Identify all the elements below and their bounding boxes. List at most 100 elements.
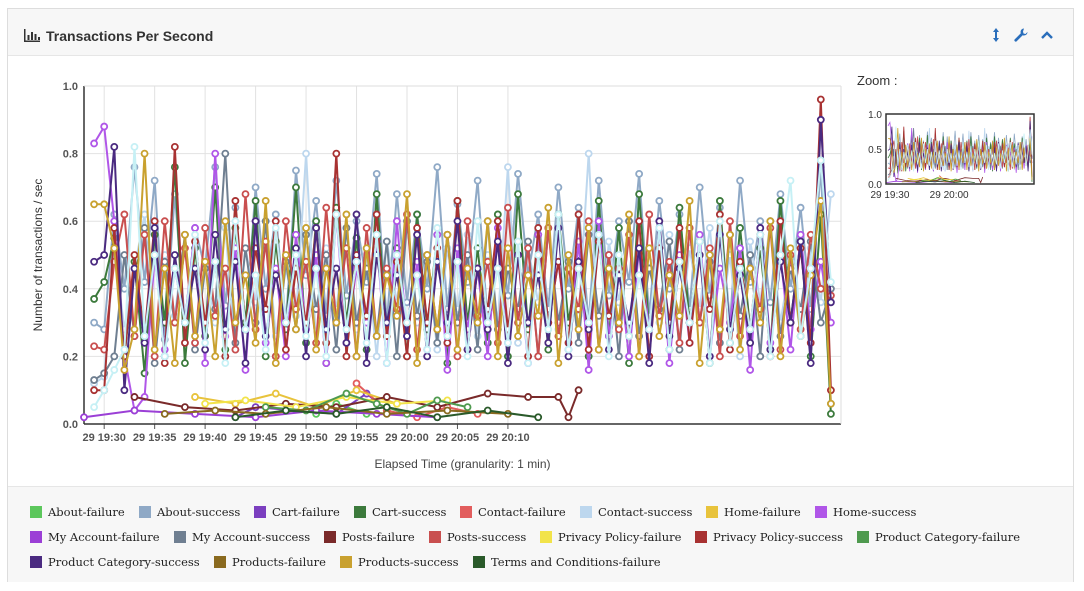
data-point[interactable] (241, 325, 250, 334)
legend-item[interactable]: Contact-success (580, 505, 692, 519)
data-point[interactable] (251, 217, 260, 226)
data-point[interactable] (544, 325, 553, 334)
data-point[interactable] (665, 345, 674, 354)
data-point[interactable] (604, 251, 613, 259)
data-point[interactable] (756, 217, 765, 226)
data-point[interactable] (251, 197, 260, 205)
data-point[interactable] (110, 352, 119, 361)
legend-item[interactable]: Posts-success (429, 530, 526, 544)
legend-item[interactable]: About-failure (30, 505, 125, 519)
legend-item[interactable]: Products-success (340, 555, 459, 569)
data-point[interactable] (241, 359, 250, 368)
data-point[interactable] (675, 203, 684, 212)
data-point[interactable] (756, 352, 765, 361)
data-point[interactable] (221, 149, 230, 158)
data-point[interactable] (312, 217, 321, 226)
data-point[interactable] (392, 217, 401, 226)
data-point[interactable] (736, 224, 744, 232)
data-point[interactable] (403, 190, 411, 199)
data-point[interactable] (766, 352, 775, 361)
data-point[interactable] (201, 399, 210, 408)
data-point[interactable] (271, 210, 280, 219)
data-point[interactable] (746, 237, 755, 246)
data-point[interactable] (191, 332, 199, 341)
legend-item[interactable]: Product Category-success (30, 555, 200, 569)
main-chart[interactable]: 0.0 0.2 0.4 0.6 0.8 1.0 29 19:30 29 19:35 29 19:… (8, 56, 848, 486)
data-point[interactable] (181, 359, 189, 368)
data-point[interactable] (584, 345, 593, 354)
data-point[interactable] (756, 224, 765, 232)
legend-item[interactable]: My Account-success (174, 530, 310, 544)
data-point[interactable] (100, 122, 109, 131)
data-point[interactable] (241, 190, 250, 199)
data-point[interactable] (443, 366, 452, 374)
data-point[interactable] (615, 318, 623, 327)
data-point[interactable] (564, 352, 573, 361)
data-point[interactable] (483, 325, 492, 334)
data-point[interactable] (130, 406, 139, 415)
data-point[interactable] (574, 203, 583, 212)
data-point[interactable] (352, 379, 361, 388)
data-point[interactable] (352, 386, 361, 395)
data-point[interactable] (635, 244, 644, 253)
data-point[interactable] (534, 251, 543, 259)
data-point[interactable] (806, 359, 815, 368)
data-point[interactable] (433, 345, 442, 354)
data-point[interactable] (675, 345, 684, 354)
legend-item[interactable]: Privacy Policy-success (695, 530, 843, 544)
data-point[interactable] (443, 230, 452, 239)
data-point[interactable] (281, 406, 290, 415)
vertical-resize-icon[interactable] (988, 27, 1004, 43)
data-point[interactable] (191, 338, 199, 347)
data-point[interactable] (100, 251, 109, 259)
data-point[interactable] (362, 359, 371, 368)
legend-item[interactable]: Cart-failure (254, 505, 340, 519)
legend-item[interactable]: Posts-failure (324, 530, 415, 544)
data-point[interactable] (302, 224, 310, 232)
data-point[interactable] (473, 176, 482, 185)
data-point[interactable] (493, 210, 502, 219)
data-point[interactable] (433, 163, 442, 172)
data-point[interactable] (160, 352, 169, 361)
data-point[interactable] (574, 210, 583, 219)
legend-item[interactable]: About-success (139, 505, 240, 519)
data-point[interactable] (423, 251, 432, 259)
data-point[interactable] (271, 271, 280, 280)
data-point[interactable] (443, 406, 452, 415)
data-point[interactable] (130, 393, 139, 401)
data-point[interactable] (615, 325, 623, 334)
data-point[interactable] (746, 366, 755, 374)
data-point[interactable] (201, 345, 210, 354)
data-point[interactable] (715, 325, 724, 334)
legend-item[interactable]: Cart-success (354, 505, 446, 519)
data-point[interactable] (493, 237, 502, 246)
data-point[interactable] (150, 176, 159, 185)
data-point[interactable] (463, 403, 472, 412)
data-point[interactable] (322, 264, 331, 273)
data-point[interactable] (625, 352, 633, 361)
data-point[interactable] (191, 224, 199, 232)
data-point[interactable] (110, 142, 119, 151)
data-point[interactable] (433, 396, 442, 405)
data-point[interactable] (483, 406, 492, 415)
data-point[interactable] (150, 224, 159, 232)
data-point[interactable] (705, 251, 714, 259)
data-point[interactable] (453, 352, 462, 361)
data-point[interactable] (271, 359, 280, 368)
data-point[interactable] (665, 271, 674, 280)
data-point[interactable] (786, 244, 795, 253)
data-point[interactable] (827, 409, 835, 418)
data-point[interactable] (786, 318, 795, 327)
data-point[interactable] (665, 257, 674, 266)
data-point[interactable] (594, 230, 603, 239)
data-point[interactable] (726, 217, 734, 226)
data-point[interactable] (665, 230, 674, 239)
data-point[interactable] (322, 251, 331, 259)
data-point[interactable] (332, 345, 341, 354)
data-point[interactable] (564, 413, 573, 422)
data-point[interactable] (130, 251, 139, 259)
data-point[interactable] (504, 244, 512, 253)
zoom-selection-frame[interactable] (885, 113, 1035, 185)
data-point[interactable] (211, 257, 220, 266)
data-point[interactable] (261, 197, 270, 205)
